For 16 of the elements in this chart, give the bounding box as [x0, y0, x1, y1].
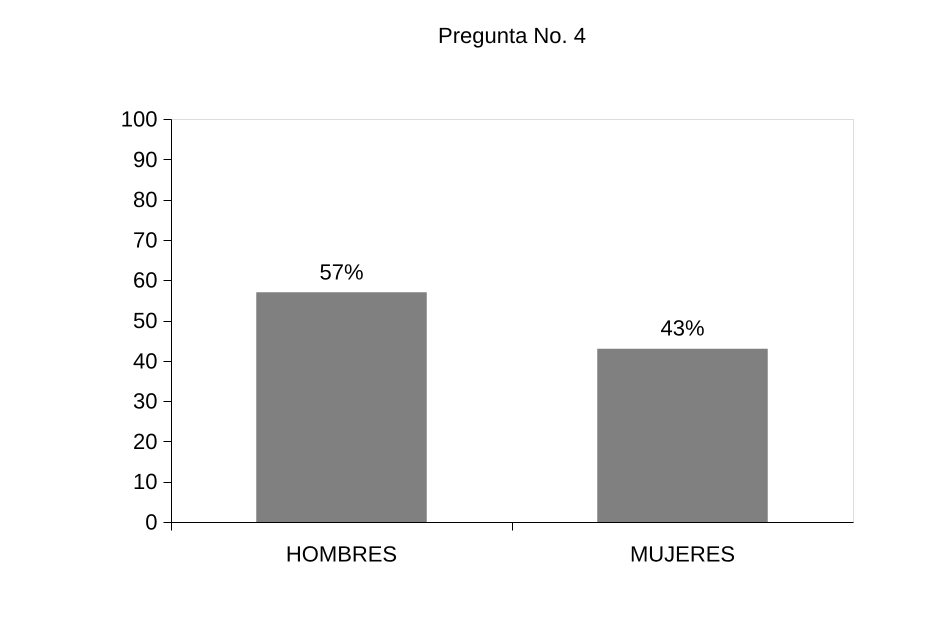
y-tick-label: 20: [133, 428, 158, 454]
y-tick-label: 70: [133, 227, 158, 252]
x-tick-label: HOMBRES: [286, 542, 398, 566]
y-tick-label: 100: [120, 106, 158, 132]
y-tick-label: 10: [133, 469, 158, 494]
y-tick-label: 0: [145, 510, 158, 534]
y-tick-label: 50: [133, 308, 158, 333]
chart-title: Pregunta No. 4: [438, 23, 586, 48]
y-tick-label: 90: [133, 146, 158, 172]
data-label: 43%: [660, 316, 705, 341]
y-tick-label: 80: [133, 187, 158, 212]
y-tick-label: 40: [133, 348, 158, 374]
x-tick-label: MUJERES: [630, 542, 736, 566]
y-tick-label: 30: [133, 388, 158, 414]
data-label: 57%: [319, 259, 364, 284]
y-tick-label: 60: [133, 268, 158, 293]
